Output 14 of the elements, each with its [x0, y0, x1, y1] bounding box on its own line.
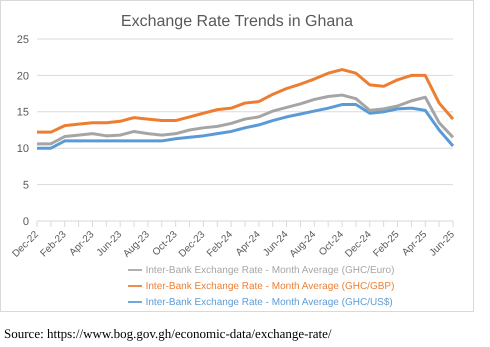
legend-label: Inter-Bank Exchange Rate - Month Average (GHC/US$) — [146, 297, 393, 308]
y-tick-label: 25 — [16, 34, 29, 46]
y-tick-label: 10 — [16, 143, 29, 156]
line-series — [36, 94, 454, 146]
y-tick-label: 20 — [16, 70, 29, 82]
y-tick-label: 15 — [16, 106, 29, 119]
line-series — [36, 103, 454, 150]
y-tick-label: 5 — [22, 180, 29, 192]
y-tick-label: 0 — [22, 216, 29, 228]
chart-title: Exchange Rate Trends in Ghana — [120, 13, 354, 31]
source-note: Source: https://www.bog.gov.gh/economic-data/exchange-rate/ — [4, 326, 333, 342]
legend-label: Inter-Bank Exchange Rate - Month Average (GHC/GBP) — [146, 281, 394, 292]
legend-label: Inter-Bank Exchange Rate - Month Average (GHC/Euro) — [146, 265, 394, 276]
line-series — [36, 68, 454, 134]
